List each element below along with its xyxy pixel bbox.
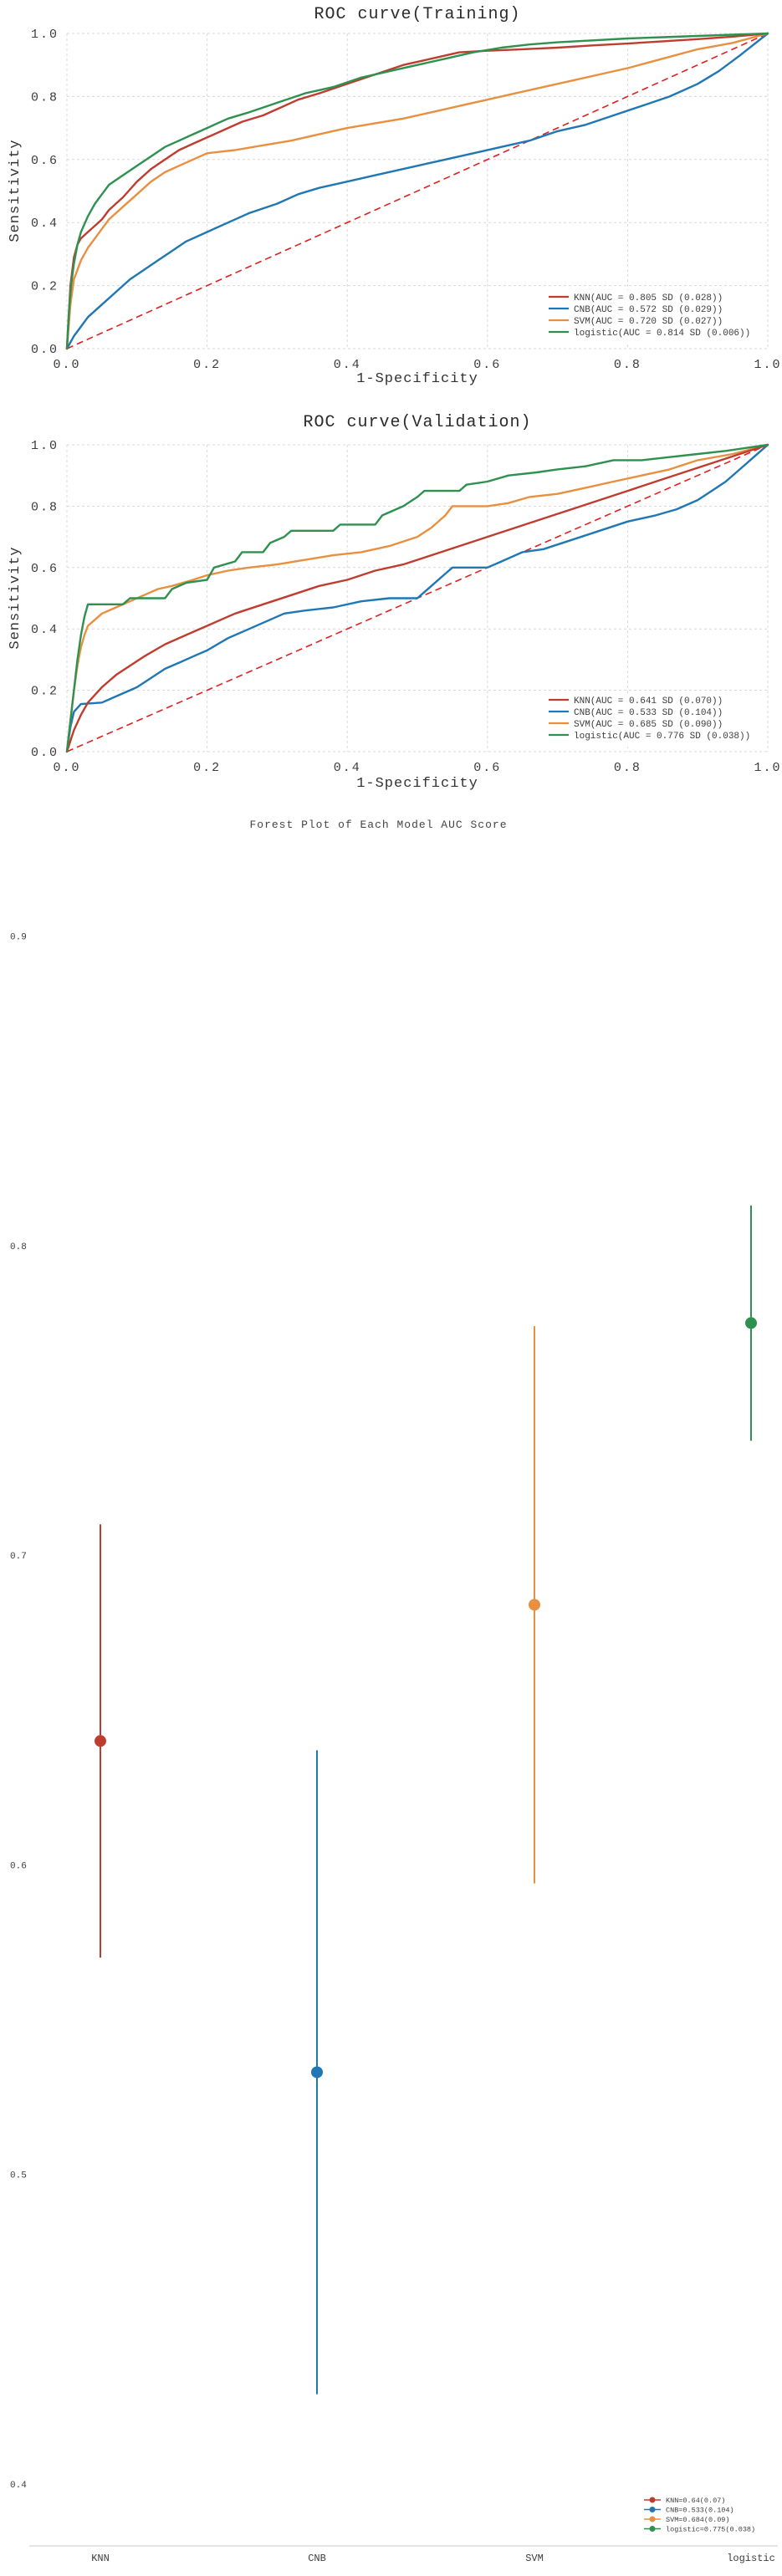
svg-text:0.8: 0.8 [31,90,59,105]
roc-curve-SVM [65,443,769,753]
svg-text:1.0: 1.0 [754,761,781,775]
svg-text:logistic: logistic [727,2553,775,2564]
svg-text:0.2: 0.2 [193,761,221,775]
svg-text:0.4: 0.4 [10,2481,27,2491]
svg-text:0.8: 0.8 [31,500,59,514]
legend-label-CNB: CNB(AUC = 0.533 SD (0.104)) [574,708,723,718]
svg-text:0.2: 0.2 [193,358,221,372]
legend-marker-SVM [649,2516,656,2522]
roc-curve-CNB [65,443,769,753]
roc-training-title: ROC curve(Training) [314,5,521,24]
mean-marker-SVM [529,1599,540,1611]
mean-marker-CNB [311,2066,323,2079]
grid-lines [66,444,769,752]
legend: KNN(AUC = 0.805 SD (0.028))CNB(AUC = 0.5… [544,290,763,344]
roc-validation-figure: 0.0 0.2 0.4 0.6 0.8 1.0 0.0 0.2 0.4 0.6 0.8 1.0 KNN(… [0,400,782,807]
roc-training-chart: 0.0 0.2 0.4 0.6 0.8 1.0 0.0 0.2 0.4 0.6 0.8 1.0 KNN(… [31,28,781,372]
roc-curve-CNB [65,32,769,350]
roc-validation-ylabel: Sensitivity [8,546,23,650]
roc-curve-KNN [65,443,769,753]
svg-text:0.6: 0.6 [10,1861,27,1871]
legend-label-logistic: logistic(AUC = 0.814 SD (0.006)) [574,329,750,339]
svg-text:0.0: 0.0 [31,746,59,760]
forest-point-logistic [745,1205,757,1441]
roc-validation-title: ROC curve(Validation) [303,413,532,432]
svg-text:0.4: 0.4 [334,761,361,775]
forest-point-SVM [529,1326,540,1884]
svg-text:0.6: 0.6 [473,358,501,372]
legend-label-logistic: logistic=0.775(0.038) [666,2526,755,2534]
roc-curve-SVM [65,32,769,350]
roc-training-ylabel: Sensitivity [8,139,23,242]
legend-label-KNN: KNN(AUC = 0.805 SD (0.028)) [574,293,723,304]
forest-plot-figure: 0.4 0.5 0.6 0.7 0.8 0.9 KNN CNB SVM logistic KNN=0… [0,807,782,2576]
svg-text:0.0: 0.0 [53,761,80,775]
legend: KNN=0.64(0.07) CNB=0.533(0.104)SVM=0.684(… [640,2494,770,2539]
chance-diagonal [66,33,769,349]
grid-lines [66,33,769,349]
svg-text:0.0: 0.0 [53,358,80,372]
legend-label-KNN: KNN=0.64(0.07) [666,2497,725,2505]
svg-text:CNB: CNB [308,2553,326,2564]
svg-text:SVM: SVM [525,2553,544,2564]
legend-marker-logistic [649,2526,656,2532]
mean-marker-KNN [95,1735,106,1747]
svg-text:0.0: 0.0 [31,343,59,357]
y-tick-labels: 0.4 0.5 0.6 0.7 0.8 0.9 [10,933,27,2491]
roc-curve-logistic [65,32,769,350]
svg-text:0.6: 0.6 [31,562,59,576]
legend-label-SVM: SVM=0.684(0.09) [666,2516,730,2524]
tick-labels: 0.0 0.2 0.4 0.6 0.8 1.0 0.0 0.2 0.4 0.6 0.8 1.0 [31,439,781,775]
forest-plot-chart: 0.4 0.5 0.6 0.7 0.8 0.9 KNN CNB SVM logistic KNN=0… [10,933,778,2564]
roc-curve-logistic [65,443,769,753]
legend-label-CNB: CNB(AUC = 0.572 SD (0.029)) [574,305,723,315]
svg-text:0.4: 0.4 [31,217,59,231]
svg-text:0.2: 0.2 [31,685,59,699]
svg-text:0.6: 0.6 [31,154,59,168]
tick-labels: 0.0 0.2 0.4 0.6 0.8 1.0 0.0 0.2 0.4 0.6 0.8 1.0 [31,28,781,372]
roc-training-figure: 0.0 0.2 0.4 0.6 0.8 1.0 0.0 0.2 0.4 0.6 0.8 1.0 KNN(… [0,0,782,400]
legend-label-SVM: SVM(AUC = 0.685 SD (0.090)) [574,720,723,730]
svg-text:KNN: KNN [91,2553,110,2564]
x-category-labels: KNN CNB SVM logistic [91,2553,775,2564]
legend-label-logistic: logistic(AUC = 0.776 SD (0.038)) [574,732,750,742]
roc-training-xlabel: 1-Specificity [356,371,478,387]
forest-point-KNN [95,1524,106,1958]
svg-text:0.4: 0.4 [31,623,59,637]
svg-text:1.0: 1.0 [31,439,59,453]
legend-marker-CNB [649,2507,656,2512]
svg-text:0.8: 0.8 [614,358,641,372]
svg-text:0.8: 0.8 [614,761,641,775]
legend-marker-KNN [649,2497,656,2503]
legend-label-KNN: KNN(AUC = 0.641 SD (0.070)) [574,696,723,706]
legend-label-SVM: SVM(AUC = 0.720 SD (0.027)) [574,317,723,327]
roc-validation-chart: 0.0 0.2 0.4 0.6 0.8 1.0 0.0 0.2 0.4 0.6 0.8 1.0 KNN(… [31,439,781,775]
svg-text:1.0: 1.0 [31,28,59,42]
svg-text:1.0: 1.0 [754,358,781,372]
svg-text:0.2: 0.2 [31,280,59,294]
mean-marker-logistic [745,1317,757,1329]
svg-text:0.5: 0.5 [10,2171,27,2181]
svg-text:0.8: 0.8 [10,1242,27,1252]
legend: KNN(AUC = 0.641 SD (0.070)) CNB(AUC = 0.5… [544,693,763,747]
svg-text:0.9: 0.9 [10,933,27,943]
svg-text:0.4: 0.4 [334,358,361,372]
svg-text:0.7: 0.7 [10,1552,27,1562]
roc-validation-xlabel: 1-Specificity [356,776,478,792]
svg-text:0.6: 0.6 [473,761,501,775]
roc-curve-KNN [65,32,769,350]
forest-point-CNB [311,1750,323,2395]
legend-label-CNB: CNB=0.533(0.104) [666,2507,734,2515]
forest-plot-title: Forest Plot of Each Model AUC Score [249,819,508,831]
